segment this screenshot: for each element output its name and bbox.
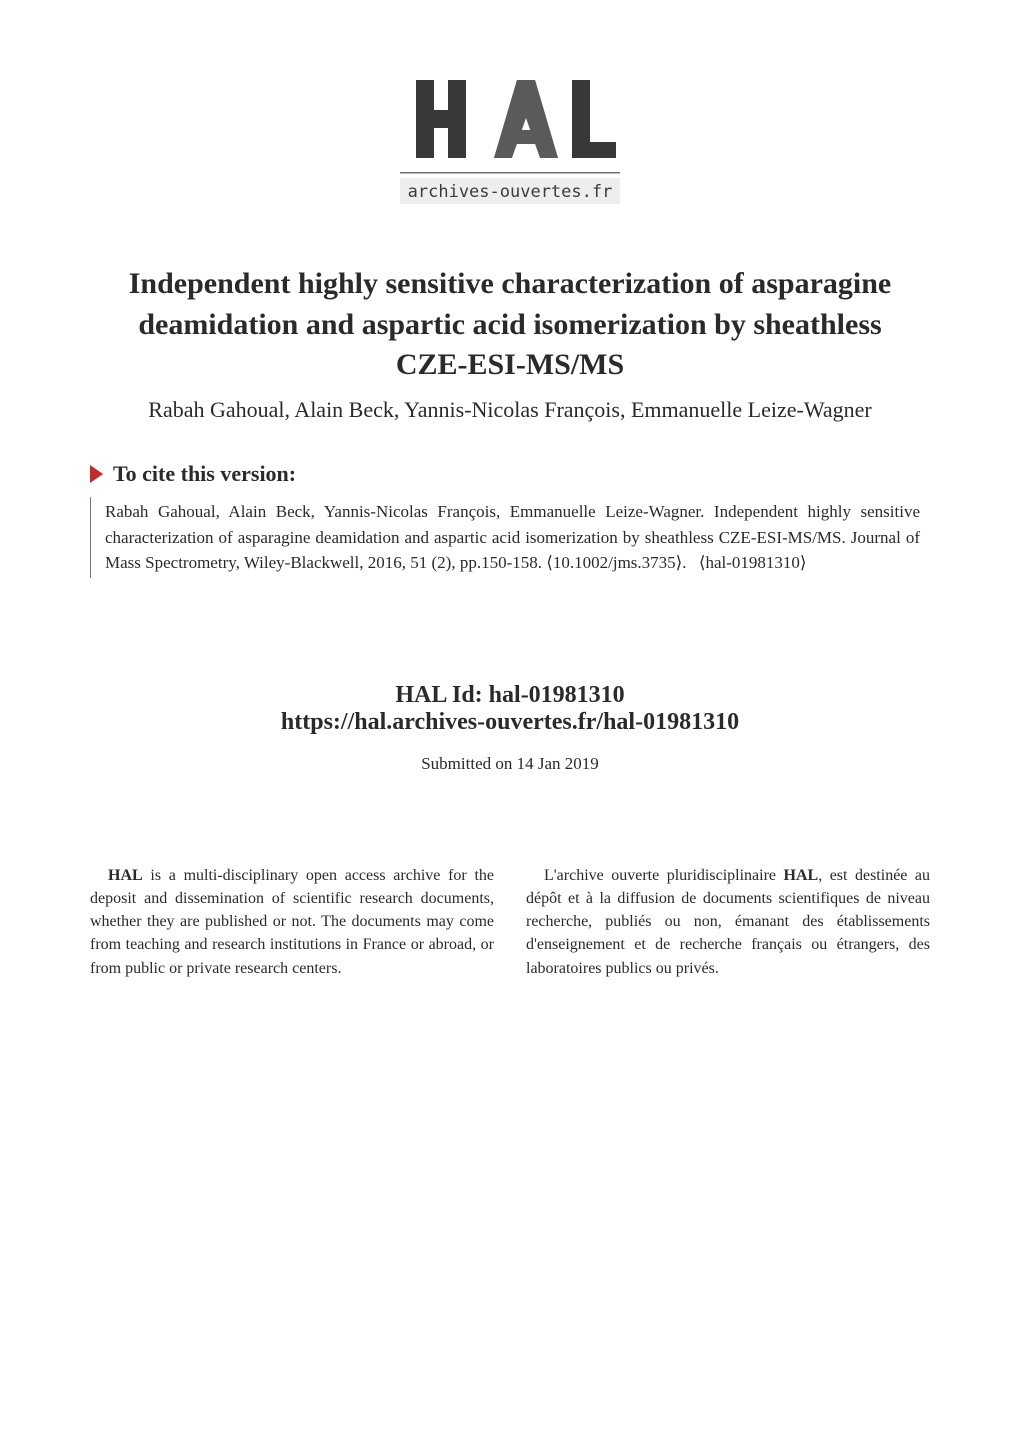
hal-logo: archives-ouvertes.fr — [390, 66, 630, 216]
citation-hal-id: ⟨hal-01981310⟩ — [699, 553, 807, 572]
left-col-text: is a multi-disciplinary open access arch… — [90, 867, 494, 977]
cite-heading-row: To cite this version: — [90, 461, 930, 487]
left-column: HAL is a multi-disciplinary open access … — [90, 864, 494, 980]
hal-id-block: HAL Id: hal-01981310 https://hal.archive… — [90, 682, 930, 736]
right-col-bold: HAL — [784, 867, 819, 884]
footer-columns: HAL is a multi-disciplinary open access … — [90, 864, 930, 980]
triangle-icon — [90, 465, 103, 483]
authors-line: Rabah Gahoual, Alain Beck, Yannis-Nicola… — [130, 394, 890, 426]
left-col-bold: HAL — [108, 867, 143, 884]
citation-doi: ⟨10.1002/jms.3735⟩. — [546, 553, 686, 572]
hal-url[interactable]: https://hal.archives-ouvertes.fr/hal-019… — [90, 709, 930, 736]
right-column: L'archive ouverte pluridisciplinaire HAL… — [526, 864, 930, 980]
paper-title: Independent highly sensitive characteriz… — [100, 264, 920, 386]
right-col-prefix: L'archive ouverte pluridisciplinaire — [544, 867, 784, 884]
logo-subtext: archives-ouvertes.fr — [408, 182, 613, 202]
cite-heading: To cite this version: — [113, 461, 296, 487]
hal-id-line: HAL Id: hal-01981310 — [90, 682, 930, 709]
citation-block: Rabah Gahoual, Alain Beck, Yannis-Nicola… — [90, 497, 920, 578]
logo-container: archives-ouvertes.fr — [90, 66, 930, 216]
submitted-date: Submitted on 14 Jan 2019 — [90, 754, 930, 774]
